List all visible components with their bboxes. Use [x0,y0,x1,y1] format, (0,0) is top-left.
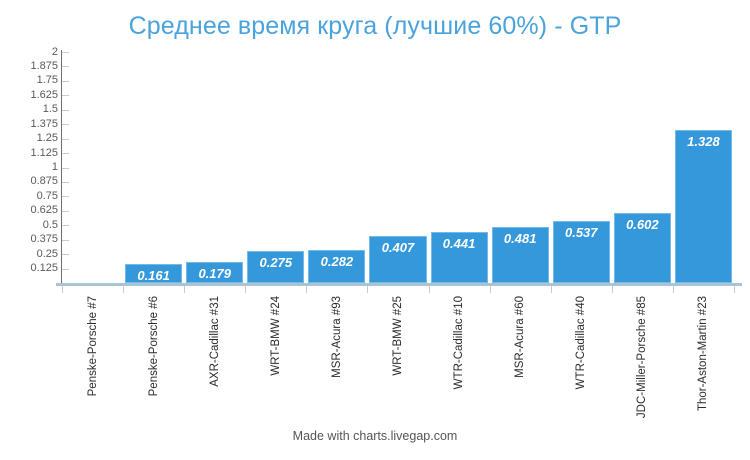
y-axis-tick-mark [62,66,69,68]
y-axis-tick-label: 1.5 [42,103,58,116]
x-axis-tick-mark [245,286,246,293]
y-axis-tick-label: 1.25 [36,132,58,145]
bar-value-label: 0.407 [381,239,415,255]
x-axis-tick-mark [490,286,491,293]
y-axis-tick-label: 1.375 [30,117,58,130]
y-axis-tick-label: 2 [51,45,58,58]
x-axis-category-label: Thor-Aston-Martin #23 [697,296,710,412]
y-axis-tick-mark [62,196,69,198]
y-axis-tick-mark [62,80,69,82]
x-axis-category-label: MSR-Acura #93 [330,296,343,378]
bar-2[interactable] [125,264,183,283]
x-axis-tick-mark [734,286,735,293]
x-axis-tick-mark [367,286,368,293]
y-axis-tick-mark [62,239,69,241]
bar-value-label: 0.179 [198,266,231,282]
bar-value-label: 0.282 [320,254,354,270]
bar-value-label: 0.537 [564,224,598,240]
y-axis-tick-label: 1.625 [30,88,58,101]
y-axis-tick-mark [62,138,69,140]
x-axis-category-label: JDC-Miller-Porsche #85 [636,296,649,419]
x-axis-baseline [56,283,742,286]
y-axis-tick-mark [62,52,69,53]
x-axis-tick-mark [673,286,674,293]
x-axis-tick-mark [612,286,613,293]
y-axis-tick-mark [62,109,69,111]
y-axis-tick-label: 0.375 [30,233,58,246]
bar-7[interactable] [430,232,488,283]
y-axis-tick-label: 0.25 [36,247,58,260]
x-axis-tick-mark [306,286,307,293]
y-axis-tick-label: 0.125 [30,262,58,275]
x-axis-tick-mark [184,286,185,293]
chart-credit-footer: Made with charts.livegap.com [292,429,458,443]
y-axis-tick-label: 1.875 [30,59,58,72]
bar-4[interactable] [247,251,305,283]
x-axis-category-label: Penske-Porsche #6 [147,296,160,397]
y-axis-tick-mark [62,268,69,270]
x-axis-tick-mark [123,286,124,293]
x-axis-tick-mark [429,286,430,293]
y-axis-tick-label: 0.875 [30,175,58,188]
bar-9[interactable] [552,220,610,283]
y-axis-tick-label: 0.5 [42,218,58,231]
x-axis-tick-mark [551,286,552,293]
x-axis-category-label: MSR-Acura #60 [514,296,527,378]
bar-8[interactable] [491,227,549,283]
y-axis-tick-mark [62,254,69,256]
x-axis-category-label: WRT-BMW #25 [392,296,404,376]
x-axis-category-label: Penske-Porsche #7 [86,296,99,397]
bar-value-label: 1.328 [687,133,720,149]
y-axis-tick-label: 1.125 [30,146,58,159]
y-axis-tick-label: 0.75 [36,189,58,202]
chart-title: Среднее время круга (лучшие 60%) - GTP [128,12,622,40]
bar-value-label: 0.161 [137,268,170,284]
y-axis-tick-mark [62,124,69,126]
y-axis-tick-label: 1 [51,161,58,173]
x-axis-category-label: WTR-Cadillac #40 [575,296,588,390]
bar-3[interactable] [186,262,244,283]
y-axis-tick-mark [62,167,69,169]
bar-value-label: 0.481 [503,231,537,247]
bar-5[interactable] [308,250,366,283]
y-axis-line [61,50,62,284]
y-axis-tick-label: 1.75 [36,74,58,87]
y-axis-tick-mark [62,210,69,212]
x-axis-category-label: WRT-BMW #24 [269,296,282,376]
y-axis-tick-mark [62,181,69,183]
y-axis-tick-mark [62,225,69,227]
bar-value-label: 0.602 [626,217,659,233]
bar-10[interactable] [613,213,671,283]
y-axis-tick-label: 0.625 [30,204,58,217]
x-axis-tick-mark [62,286,63,293]
y-axis-tick-mark [62,153,69,155]
bar-value-label: 0.275 [259,255,293,271]
x-axis-category-label: WTR-Cadillac #10 [453,296,466,390]
bar-11[interactable] [674,129,732,283]
x-axis-category-label: AXR-Cadillac #31 [208,296,221,387]
bar-6[interactable] [369,235,427,283]
y-axis-tick-mark [62,95,69,97]
bar-value-label: 0.441 [442,236,476,252]
